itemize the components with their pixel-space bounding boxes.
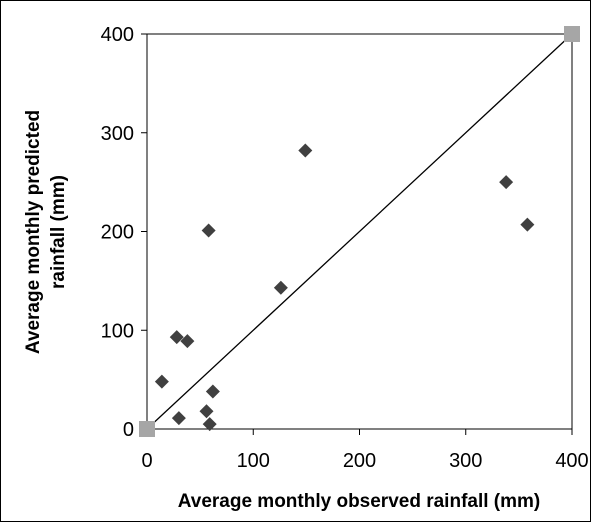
reference-endpoint-marker	[564, 26, 580, 42]
reference-endpoint-marker	[139, 421, 155, 437]
x-tick-label: 300	[449, 450, 482, 472]
y-axis-title-line-2: rainfall (mm)	[48, 175, 69, 289]
x-tick-label: 200	[343, 450, 376, 472]
data-point	[499, 175, 514, 190]
data-point	[273, 280, 288, 295]
data-point	[171, 411, 186, 426]
data-point	[205, 384, 220, 399]
reference-line-endpoints	[139, 26, 580, 437]
y-axis-title-line-1: Average monthly predicted	[23, 110, 44, 354]
data-point	[298, 143, 313, 158]
x-axis-title: Average monthly observed rainfall (mm)	[178, 491, 541, 512]
y-tick-label: 100	[101, 320, 134, 342]
y-axis-tick-labels: 0 100 200 300 400	[101, 24, 134, 441]
data-point	[202, 417, 217, 432]
y-tick-label: 400	[101, 24, 134, 46]
data-points	[154, 143, 535, 432]
data-point	[154, 374, 169, 389]
x-tick-label: 400	[555, 450, 588, 472]
data-point	[169, 330, 184, 345]
y-axis-title: Average monthly predicted rainfall (mm)	[23, 110, 69, 354]
data-point	[520, 217, 535, 232]
data-point	[201, 223, 216, 238]
y-tick-label: 300	[101, 123, 134, 145]
y-axis-ticks	[141, 33, 147, 430]
y-tick-label: 0	[123, 419, 134, 441]
x-tick-label: 100	[237, 450, 270, 472]
y-tick-label: 200	[101, 222, 134, 244]
data-point	[180, 334, 195, 349]
reference-line-one-to-one	[146, 33, 573, 430]
data-point	[199, 404, 214, 419]
x-tick-label: 0	[141, 450, 152, 472]
x-axis-tick-labels: 0 100 200 300 400	[141, 450, 588, 472]
